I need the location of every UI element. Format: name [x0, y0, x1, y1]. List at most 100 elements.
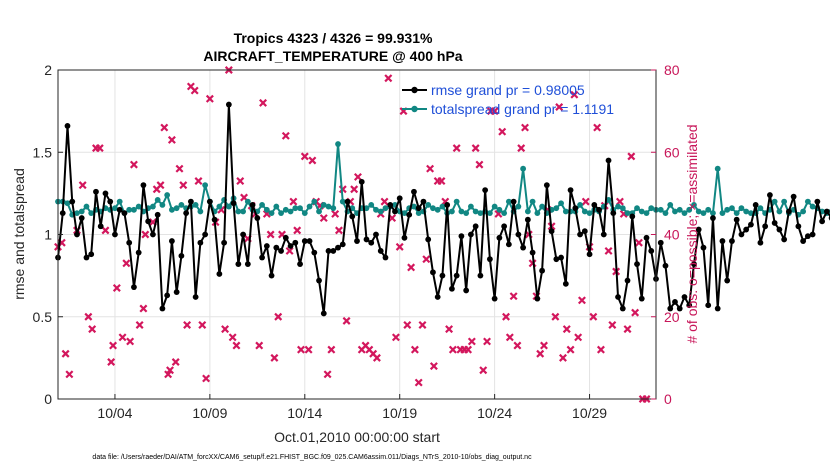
obs-count-point — [403, 320, 412, 329]
series-point-totalspread — [112, 205, 118, 212]
series-point-rmse — [249, 201, 256, 208]
series-point-rmse — [529, 249, 536, 256]
obs-count-point — [634, 238, 643, 247]
series-point-totalspread — [529, 198, 536, 205]
series-point-rmse — [183, 210, 190, 217]
series-point-totalspread — [268, 210, 275, 217]
obs-count-point — [122, 259, 131, 268]
obs-count-stroke — [327, 345, 336, 354]
obs-count-stroke — [631, 308, 640, 317]
series-point-totalspread — [624, 210, 631, 217]
series-point-rmse — [581, 228, 588, 235]
series-point-totalspread — [320, 201, 327, 208]
series-point-rmse — [795, 223, 802, 230]
obs-count-stroke — [498, 127, 507, 136]
obs-count-point — [509, 292, 518, 301]
series-point-rmse — [316, 277, 322, 284]
series-point-rmse — [430, 269, 436, 276]
series-point-totalspread — [453, 198, 460, 205]
series-point-totalspread — [719, 210, 726, 217]
series-point-totalspread — [306, 203, 313, 210]
series-point-rmse — [672, 299, 678, 305]
y-tick-label: 0 — [44, 391, 52, 407]
series-point-rmse — [74, 231, 80, 238]
series-point-totalspread — [809, 203, 816, 210]
chart-subtitle: AIRCRAFT_TEMPERATURE @ 400 hPa — [203, 48, 462, 64]
obs-count-stroke — [101, 226, 110, 235]
series-point-rmse — [738, 231, 745, 238]
obs-count-point — [372, 353, 381, 362]
obs-count-point — [160, 123, 169, 132]
obs-count-point — [194, 177, 203, 186]
series-point-totalspread — [771, 198, 778, 205]
series-point-totalspread — [615, 203, 621, 210]
obs-count-stroke — [558, 353, 567, 362]
obs-count-point — [426, 164, 435, 173]
obs-count-stroke — [445, 325, 454, 334]
series-point-rmse — [482, 187, 489, 193]
obs-count-point — [221, 325, 230, 334]
series-point-totalspread — [415, 210, 422, 217]
obs-count-stroke — [112, 283, 121, 292]
series-point-rmse — [335, 244, 341, 251]
series-point-rmse — [558, 254, 564, 261]
obs-count-stroke — [562, 325, 571, 334]
obs-count-point — [502, 312, 511, 321]
series-point-rmse — [681, 294, 688, 300]
series-point-rmse — [145, 218, 152, 225]
obs-count-point — [555, 103, 564, 111]
obs-count-stroke — [156, 181, 165, 190]
obs-count-stroke — [259, 98, 268, 107]
obs-count-point — [202, 374, 211, 383]
obs-count-point — [407, 263, 416, 272]
series-point-rmse — [392, 208, 398, 215]
series-point-rmse — [586, 251, 593, 258]
obs-count-stroke — [122, 259, 131, 268]
series-point-rmse — [743, 226, 750, 233]
obs-count-stroke — [570, 90, 579, 99]
series-point-rmse — [823, 208, 830, 215]
series-point-rmse — [553, 256, 560, 263]
series-point-totalspread — [648, 205, 655, 212]
series-point-rmse — [691, 261, 697, 268]
series-point-rmse — [273, 244, 280, 251]
obs-count-stroke — [589, 312, 598, 321]
series-point-totalspread — [197, 208, 204, 215]
series-point-totalspread — [411, 203, 417, 210]
obs-count-point — [88, 325, 97, 334]
series-point-totalspread — [425, 201, 432, 208]
series-point-totalspread — [505, 198, 512, 205]
obs-count-point — [141, 230, 150, 239]
series-point-rmse — [439, 272, 446, 279]
obs-count-stroke — [350, 185, 359, 194]
series-point-rmse — [724, 277, 731, 284]
series-point-rmse — [781, 236, 788, 243]
series-point-totalspread — [643, 210, 650, 217]
series-point-rmse — [543, 182, 550, 189]
series-point-rmse — [444, 201, 451, 208]
series-point-totalspread — [491, 203, 498, 210]
x-tick-label: 10/19 — [382, 405, 417, 421]
series-point-totalspread — [263, 206, 270, 213]
obs-count-stroke — [634, 238, 643, 247]
series-point-rmse — [159, 305, 166, 312]
series-point-rmse — [515, 231, 522, 238]
series-point-totalspread — [710, 210, 716, 217]
obs-count-stroke — [517, 144, 526, 153]
series-point-totalspread — [126, 206, 133, 213]
obs-count-point — [319, 214, 328, 223]
series-point-rmse — [97, 223, 104, 230]
obs-count-point — [266, 230, 275, 239]
series-point-rmse — [88, 251, 95, 258]
series-point-rmse — [729, 238, 735, 244]
series-point-rmse — [287, 243, 294, 249]
series-point-totalspread — [287, 208, 294, 215]
obs-count-point — [107, 358, 116, 366]
series-point-rmse — [93, 188, 99, 195]
obs-count-point — [166, 366, 174, 375]
series-point-rmse — [292, 239, 299, 246]
obs-count-stroke — [627, 152, 636, 161]
series-point-totalspread — [325, 203, 332, 210]
series-point-totalspread — [83, 203, 90, 210]
